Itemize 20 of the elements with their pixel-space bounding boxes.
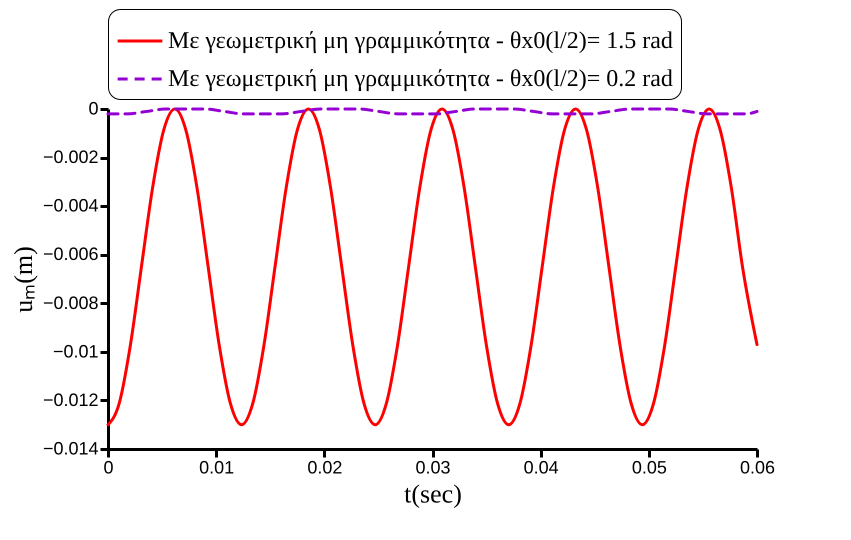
x-tick-label: 0.01 [199, 458, 234, 478]
y-axis-title: uₘ(m) [8, 246, 38, 313]
legend-label: Με γεωμετρική μη γραμμικότητα - θx0(l/2)= 0.2 rad [168, 66, 673, 92]
x-tick-label: 0.05 [632, 458, 667, 478]
y-tick-label: −0.006 [42, 244, 98, 264]
x-tick-label: 0 [103, 458, 114, 478]
x-tick-label: 0.02 [307, 458, 342, 478]
x-tick-label: 0.03 [415, 458, 451, 478]
x-tick-label: 0.04 [524, 458, 559, 478]
y-tick-label: −0.01 [52, 341, 98, 362]
legend-label: Με γεωμετρική μη γραμμικότητα - θx0(l/2)= 1.5 rad [168, 28, 673, 54]
y-tick-label: −0.004 [42, 196, 98, 216]
x-axis-title: t(sec) [404, 480, 462, 508]
y-tick-label: −0.012 [42, 390, 98, 410]
x-tick-label: 0.06 [740, 458, 776, 478]
y-tick-label: −0.014 [42, 438, 98, 458]
y-tick-label: −0.008 [42, 292, 98, 313]
y-tick-label: 0 [88, 98, 98, 118]
line-series [106, 108, 758, 426]
y-tick-label: −0.002 [42, 147, 98, 168]
